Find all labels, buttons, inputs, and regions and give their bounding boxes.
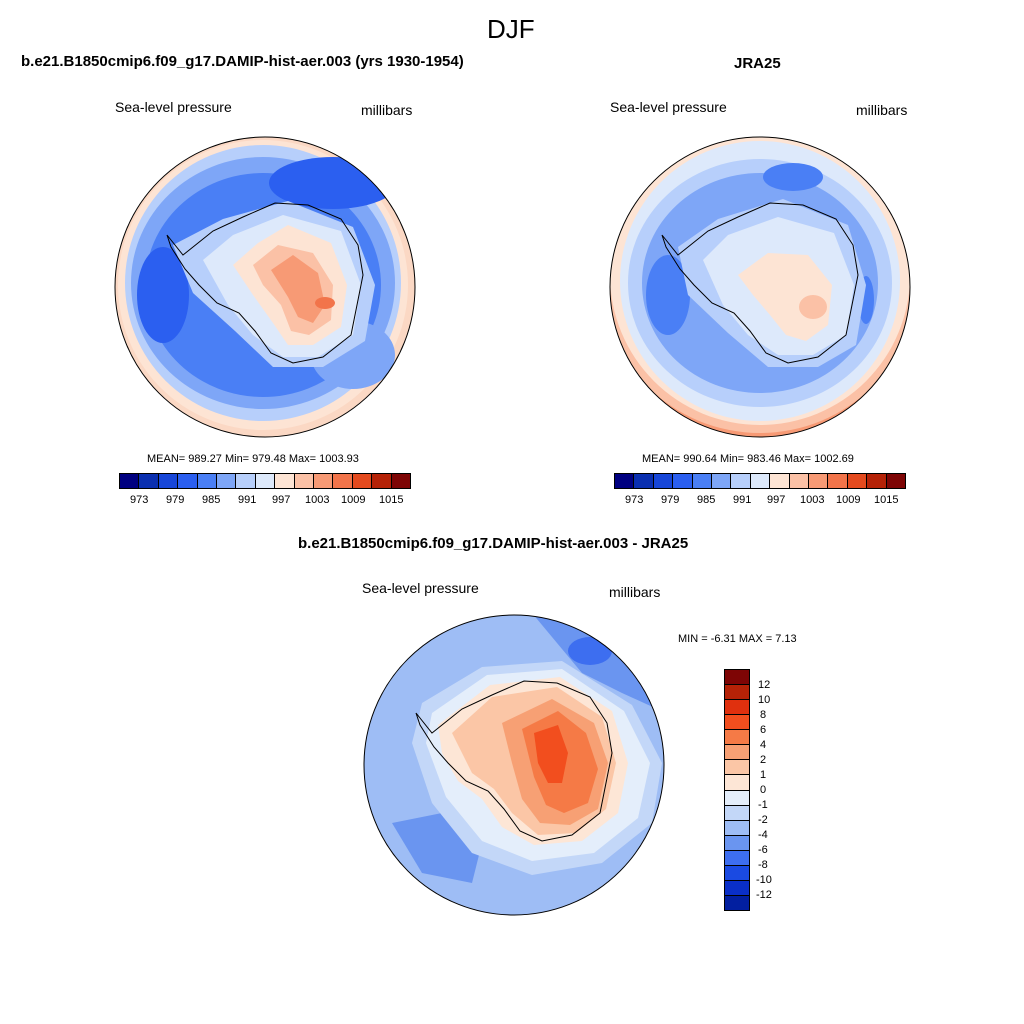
diff-units-label: millibars — [609, 584, 661, 600]
colorbar-swatch — [725, 790, 749, 806]
model-field-label: Sea-level pressure — [115, 99, 232, 115]
colorbar-swatch — [725, 880, 749, 896]
diff-polar-map — [363, 614, 665, 916]
colorbar-swatch — [731, 474, 751, 488]
colorbar-swatch — [828, 474, 848, 488]
colorbar-swatch — [725, 895, 749, 910]
colorbar-swatch — [725, 850, 749, 866]
colorbar-swatch — [725, 730, 749, 746]
colorbar-swatch — [314, 474, 334, 488]
colorbar-tick-label: 991 — [733, 494, 752, 506]
colorbar-tick-label: 10 — [758, 694, 771, 706]
obs-panel-title: JRA25 — [734, 55, 781, 72]
colorbar-tick-label: 973 — [130, 494, 149, 506]
colorbar-swatch — [236, 474, 256, 488]
obs-stats: MEAN= 990.64 Min= 983.46 Max= 1002.69 — [642, 453, 854, 465]
colorbar-swatch — [886, 474, 906, 488]
colorbar-tick-label: -4 — [758, 829, 768, 841]
colorbar-swatch — [615, 474, 635, 488]
colorbar-tick-label: 6 — [760, 724, 767, 736]
colorbar-swatch — [725, 670, 749, 686]
colorbar-swatch — [158, 474, 179, 488]
diff-stats: MIN = -6.31 MAX = 7.13 — [678, 633, 797, 645]
colorbar-swatch — [809, 474, 829, 488]
model-units-label: millibars — [361, 102, 413, 118]
colorbar-swatch — [178, 474, 198, 488]
colorbar-swatch — [352, 474, 373, 488]
colorbar-tick-label: 985 — [697, 494, 716, 506]
colorbar-swatch — [725, 760, 749, 776]
colorbar-tick-label: 1009 — [836, 494, 861, 506]
colorbar-swatch — [725, 835, 749, 851]
colorbar-tick-label: -2 — [758, 814, 768, 826]
colorbar-swatch — [725, 820, 749, 836]
colorbar-swatch — [391, 474, 411, 488]
colorbar-tick-label: 0 — [760, 784, 767, 796]
colorbar-swatch — [712, 474, 732, 488]
colorbar-swatch — [725, 865, 749, 881]
colorbar-tick-label: 8 — [760, 709, 767, 721]
colorbar-tick-label: -6 — [758, 844, 768, 856]
colorbar-tick-label: -8 — [758, 859, 768, 871]
colorbar-tick-label: 973 — [625, 494, 644, 506]
colorbar-swatch — [275, 474, 295, 488]
colorbar-tick-label: 2 — [760, 754, 767, 766]
diff-colorbar — [724, 669, 750, 911]
colorbar-tick-label: 1015 — [874, 494, 899, 506]
colorbar-tick-label: -12 — [756, 889, 772, 901]
colorbar-tick-label: 997 — [272, 494, 291, 506]
colorbar-swatch — [294, 474, 315, 488]
diff-panel-title: b.e21.B1850cmip6.f09_g17.DAMIP-hist-aer.… — [298, 535, 689, 552]
colorbar-swatch — [120, 474, 140, 488]
colorbar-swatch — [750, 474, 771, 488]
colorbar-swatch — [372, 474, 392, 488]
colorbar-tick-label: 1003 — [800, 494, 825, 506]
colorbar-swatch — [725, 805, 749, 821]
model-polar-map — [114, 136, 416, 438]
colorbar-tick-label: 985 — [202, 494, 221, 506]
colorbar-swatch — [867, 474, 887, 488]
colorbar-swatch — [673, 474, 693, 488]
colorbar-tick-label: -10 — [756, 874, 772, 886]
colorbar-swatch — [255, 474, 276, 488]
obs-polar-map — [609, 136, 911, 438]
colorbar-swatch — [197, 474, 218, 488]
page-title: DJF — [487, 14, 535, 44]
colorbar-tick-label: 12 — [758, 679, 771, 691]
obs-field-label: Sea-level pressure — [610, 99, 727, 115]
colorbar-tick-label: 1009 — [341, 494, 366, 506]
colorbar-swatch — [139, 474, 159, 488]
colorbar-tick-label: 1003 — [305, 494, 330, 506]
obs-units-label: millibars — [856, 102, 908, 118]
colorbar-swatch — [725, 775, 749, 791]
colorbar-swatch — [770, 474, 790, 488]
colorbar-swatch — [653, 474, 674, 488]
model-stats: MEAN= 989.27 Min= 979.48 Max= 1003.93 — [147, 453, 359, 465]
colorbar-tick-label: 1015 — [379, 494, 404, 506]
colorbar-tick-label: 4 — [760, 739, 767, 751]
colorbar-swatch — [692, 474, 713, 488]
colorbar-swatch — [725, 715, 749, 731]
colorbar-tick-label: 991 — [238, 494, 257, 506]
colorbar-swatch — [634, 474, 654, 488]
colorbar-tick-label: 1 — [760, 769, 767, 781]
colorbar-swatch — [725, 685, 749, 701]
colorbar-tick-label: 979 — [661, 494, 680, 506]
colorbar-swatch — [847, 474, 868, 488]
model-panel-title: b.e21.B1850cmip6.f09_g17.DAMIP-hist-aer.… — [21, 53, 464, 70]
colorbar-tick-label: 997 — [767, 494, 786, 506]
obs-colorbar — [614, 473, 906, 489]
colorbar-swatch — [725, 745, 749, 761]
model-colorbar — [119, 473, 411, 489]
colorbar-swatch — [789, 474, 810, 488]
colorbar-swatch — [217, 474, 237, 488]
colorbar-tick-label: -1 — [758, 799, 768, 811]
colorbar-swatch — [333, 474, 353, 488]
colorbar-tick-label: 979 — [166, 494, 185, 506]
diff-field-label: Sea-level pressure — [362, 580, 479, 596]
colorbar-swatch — [725, 700, 749, 716]
